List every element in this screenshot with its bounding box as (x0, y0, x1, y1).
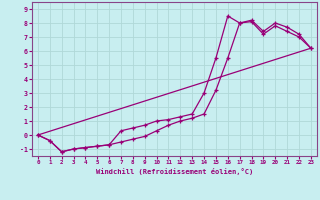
X-axis label: Windchill (Refroidissement éolien,°C): Windchill (Refroidissement éolien,°C) (96, 168, 253, 175)
